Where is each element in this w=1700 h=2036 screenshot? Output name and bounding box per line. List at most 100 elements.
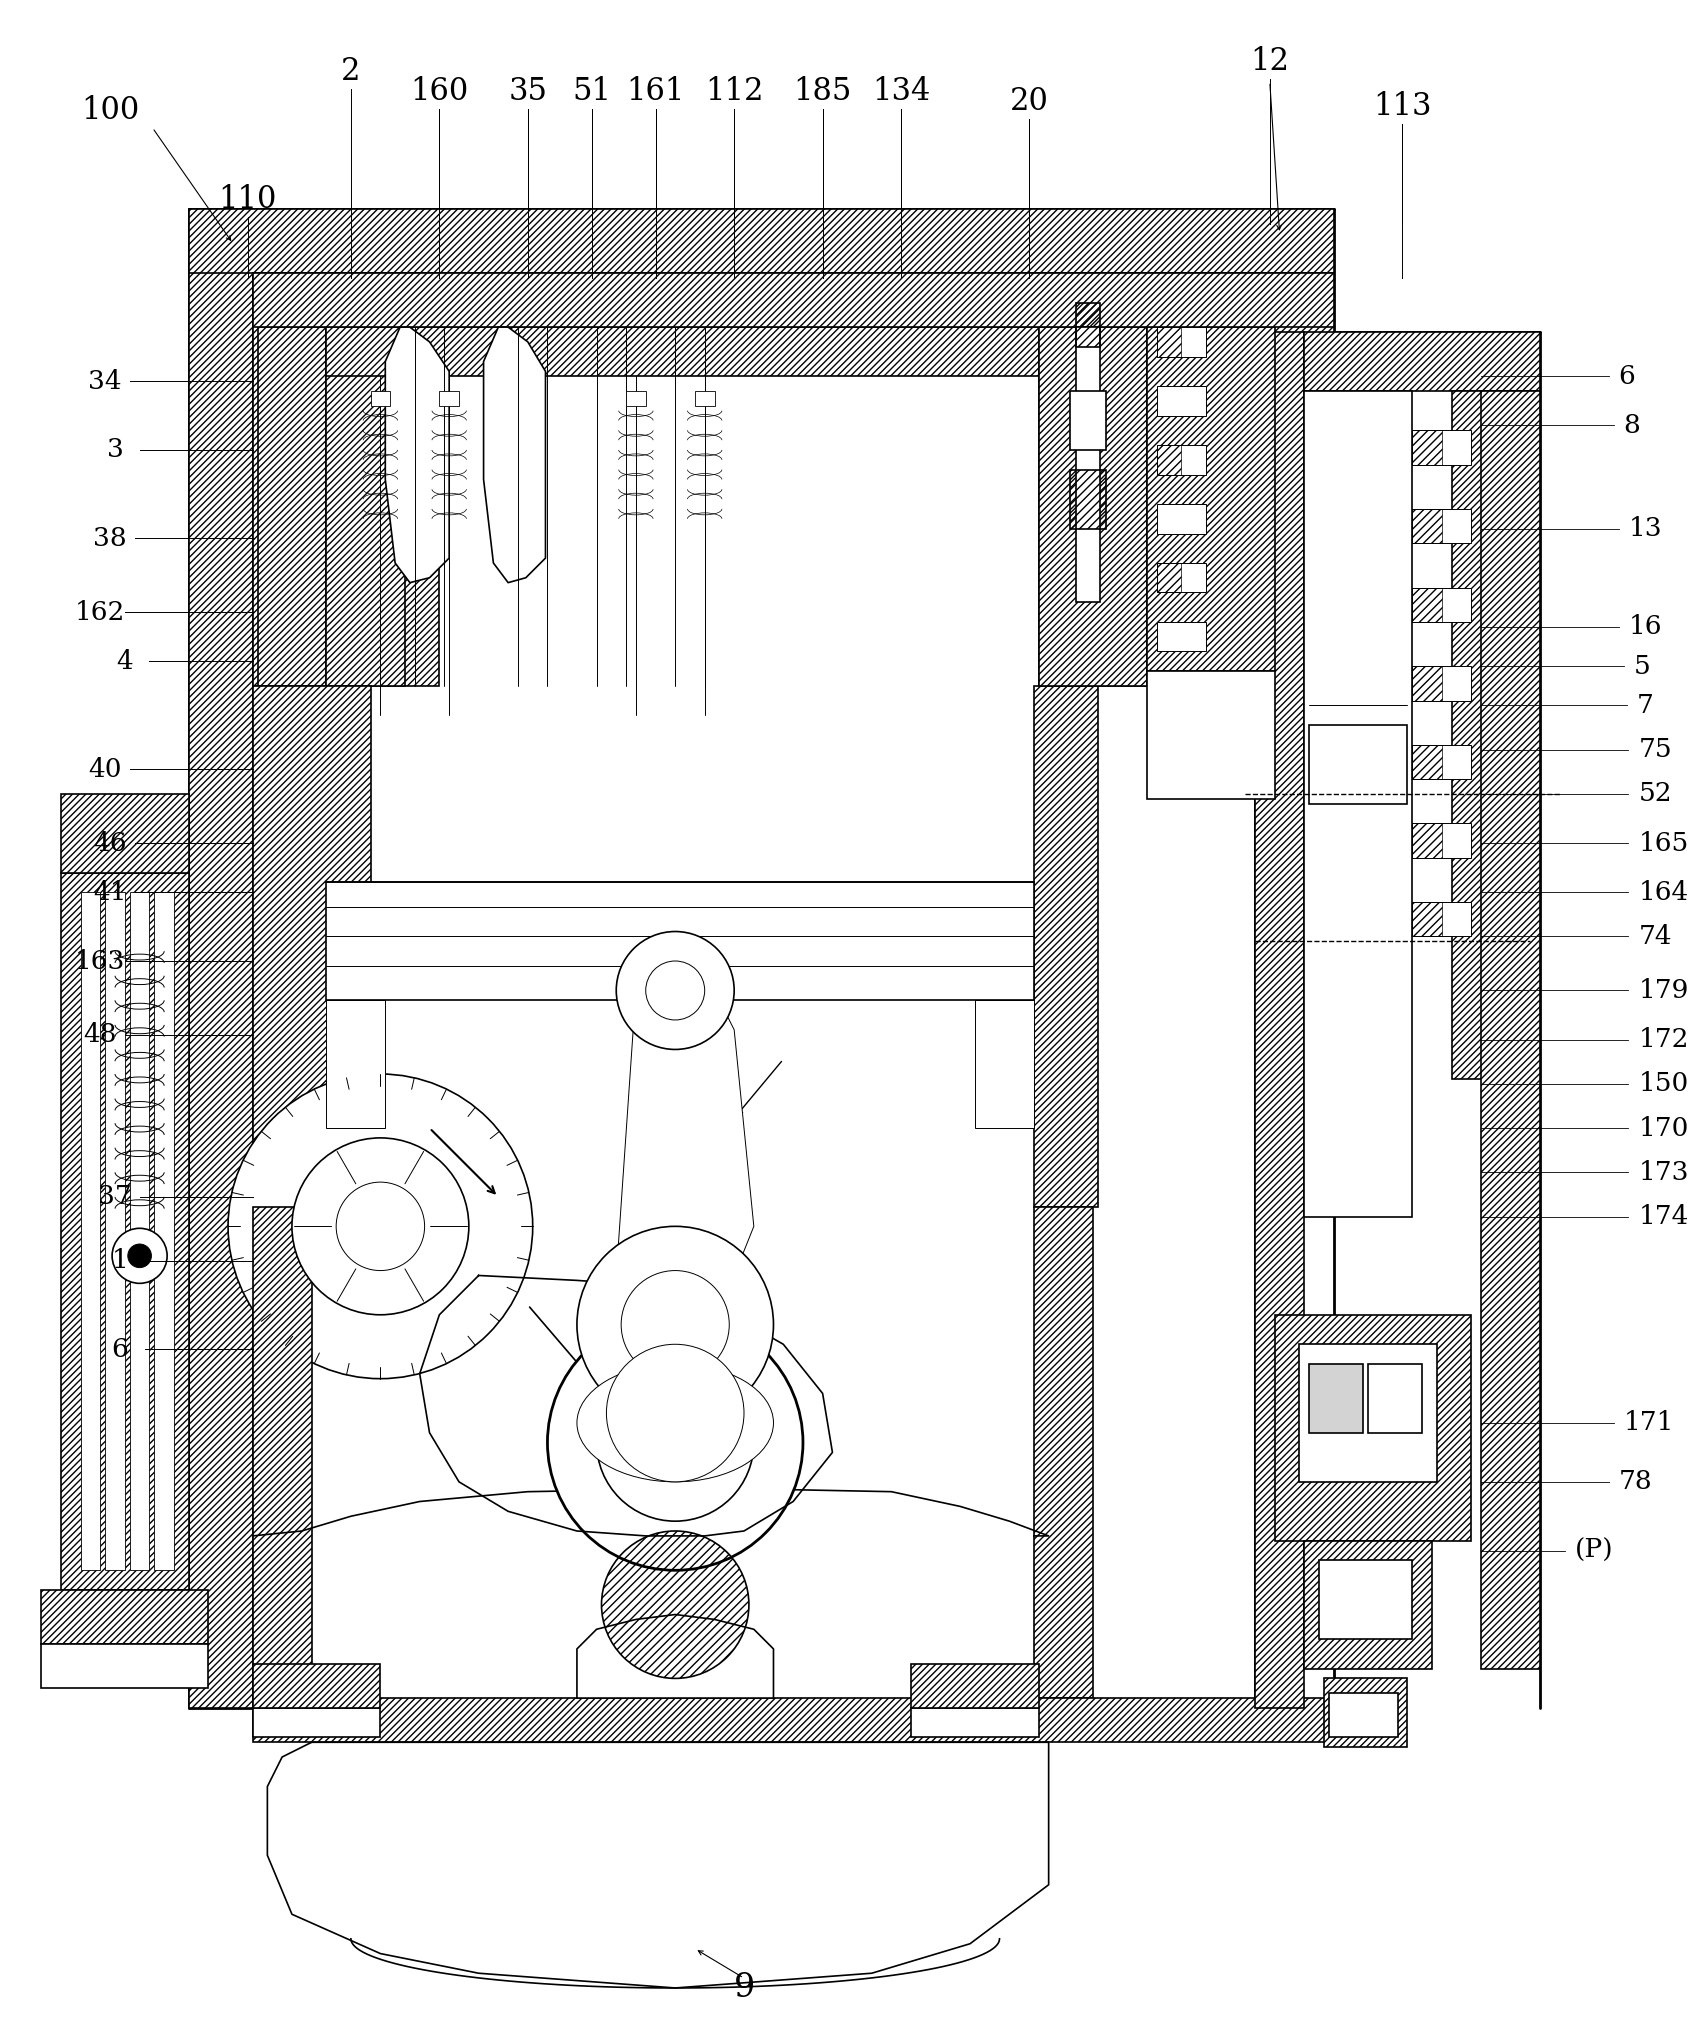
Bar xyxy=(1156,564,1205,592)
Bar xyxy=(1413,902,1470,937)
Bar xyxy=(1156,505,1205,533)
Bar xyxy=(1324,1678,1408,1747)
Bar xyxy=(1413,588,1442,621)
Bar xyxy=(911,1708,1039,1737)
Text: 52: 52 xyxy=(1639,782,1671,806)
Bar xyxy=(105,892,124,1570)
Text: 165: 165 xyxy=(1639,831,1688,855)
Bar xyxy=(974,1000,1034,1128)
Text: 40: 40 xyxy=(88,757,122,782)
Text: 162: 162 xyxy=(75,601,126,625)
Circle shape xyxy=(292,1138,469,1315)
Bar xyxy=(253,686,371,1207)
Bar xyxy=(1071,391,1105,450)
Bar xyxy=(1413,666,1442,700)
Bar xyxy=(1319,1560,1413,1639)
Circle shape xyxy=(547,1315,802,1570)
Bar xyxy=(1413,745,1470,780)
Bar xyxy=(1156,387,1205,415)
Bar xyxy=(695,391,714,405)
Text: 174: 174 xyxy=(1639,1203,1688,1230)
Bar xyxy=(1413,823,1442,857)
Bar xyxy=(1413,430,1470,464)
Text: 75: 75 xyxy=(1639,737,1671,761)
Bar xyxy=(1413,823,1470,857)
Text: 12: 12 xyxy=(1250,47,1289,77)
Bar xyxy=(1413,745,1442,780)
Text: 171: 171 xyxy=(1624,1411,1674,1435)
Bar xyxy=(1413,902,1442,937)
Text: 7: 7 xyxy=(1637,692,1652,719)
Polygon shape xyxy=(386,328,449,582)
Bar xyxy=(257,328,1039,686)
Circle shape xyxy=(607,1344,745,1482)
Bar xyxy=(253,1207,311,1698)
Bar xyxy=(253,273,1333,328)
Circle shape xyxy=(228,1075,532,1378)
Bar xyxy=(1156,328,1205,356)
Bar xyxy=(257,328,326,686)
Bar xyxy=(1304,391,1413,1218)
Text: 9: 9 xyxy=(733,1973,755,2003)
Bar xyxy=(129,892,150,1570)
Bar xyxy=(41,1590,209,1643)
Polygon shape xyxy=(483,328,546,582)
Bar xyxy=(1452,391,1530,1079)
Text: 74: 74 xyxy=(1639,924,1671,949)
Text: 160: 160 xyxy=(410,75,469,106)
Bar xyxy=(1309,725,1408,804)
Polygon shape xyxy=(267,1743,1049,1987)
Text: 185: 185 xyxy=(794,75,852,106)
Bar xyxy=(326,328,1039,377)
Text: 5: 5 xyxy=(1634,654,1651,678)
Text: 164: 164 xyxy=(1639,880,1688,904)
Bar xyxy=(1413,588,1470,621)
Text: 51: 51 xyxy=(573,75,612,106)
Text: 37: 37 xyxy=(99,1185,133,1209)
Bar xyxy=(1071,470,1105,529)
Bar xyxy=(1329,1694,1397,1737)
Bar xyxy=(1299,1344,1436,1482)
Ellipse shape xyxy=(576,1364,774,1482)
Circle shape xyxy=(615,932,734,1049)
Bar xyxy=(1076,303,1100,346)
Bar xyxy=(1156,621,1205,652)
Text: 6: 6 xyxy=(112,1338,128,1362)
Bar xyxy=(1148,328,1275,672)
Text: 78: 78 xyxy=(1618,1470,1652,1494)
Bar xyxy=(1034,1207,1093,1698)
Bar xyxy=(253,1663,381,1708)
Text: 46: 46 xyxy=(94,831,128,855)
Bar xyxy=(1156,564,1181,592)
Bar xyxy=(80,892,100,1570)
Text: 172: 172 xyxy=(1639,1026,1688,1053)
Bar xyxy=(1148,672,1275,798)
Bar xyxy=(439,391,459,405)
Text: 1: 1 xyxy=(112,1248,128,1272)
Circle shape xyxy=(128,1244,151,1268)
Text: 150: 150 xyxy=(1639,1071,1688,1095)
Bar xyxy=(1413,430,1442,464)
Bar xyxy=(1413,509,1470,544)
Bar xyxy=(61,794,189,873)
Bar xyxy=(1368,1364,1423,1433)
Bar xyxy=(253,1698,1333,1743)
Circle shape xyxy=(576,1226,774,1423)
Polygon shape xyxy=(615,989,753,1315)
Circle shape xyxy=(646,961,706,1020)
Text: 173: 173 xyxy=(1639,1161,1688,1185)
Text: 2: 2 xyxy=(342,57,360,88)
Bar xyxy=(326,882,1034,1000)
Bar xyxy=(1275,1315,1470,1541)
Bar xyxy=(1481,391,1540,1670)
Text: 34: 34 xyxy=(88,369,122,393)
Text: 8: 8 xyxy=(1624,413,1640,438)
Bar xyxy=(189,210,253,1708)
Bar xyxy=(1156,446,1205,474)
Bar xyxy=(61,873,189,1590)
Bar xyxy=(253,1708,381,1737)
Bar xyxy=(1076,328,1100,603)
Text: 134: 134 xyxy=(872,75,930,106)
Text: 161: 161 xyxy=(626,75,685,106)
Text: 4: 4 xyxy=(117,649,133,674)
